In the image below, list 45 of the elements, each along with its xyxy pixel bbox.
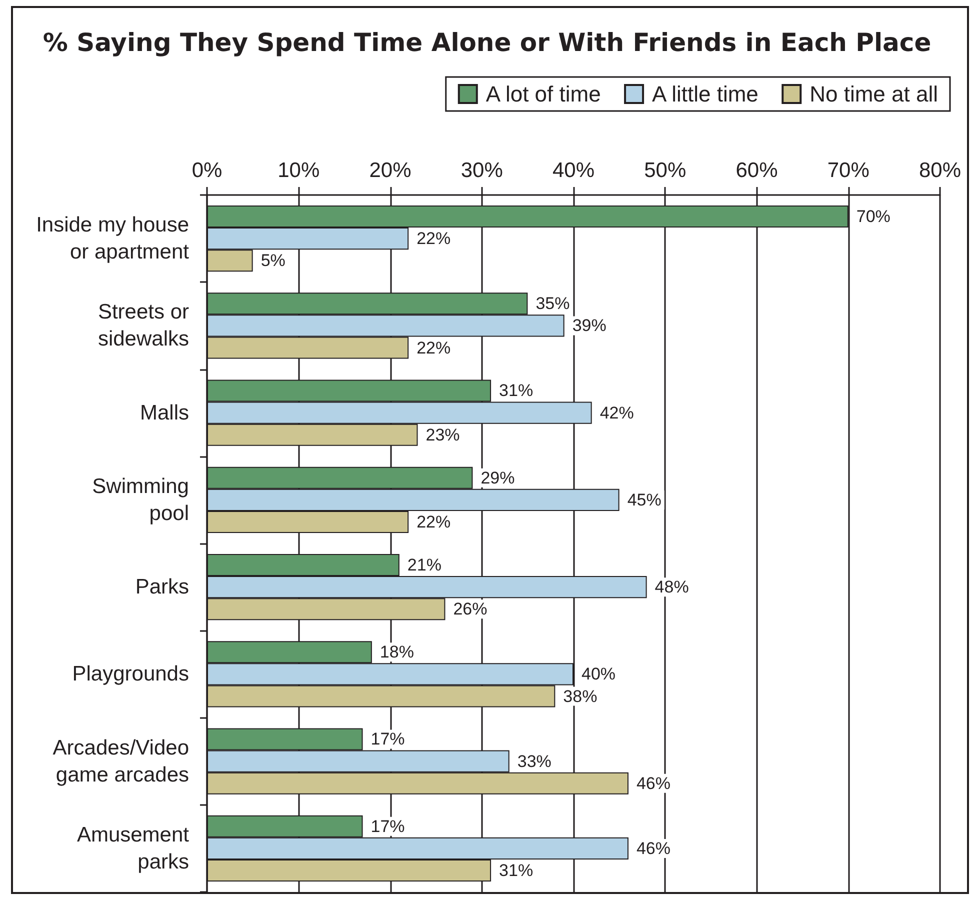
legend-label: A lot of time	[486, 82, 601, 106]
y-tick-label: Amusement parks	[76, 823, 190, 874]
y-tick-label: Swimming pool	[92, 474, 189, 525]
data-label: 5%	[260, 251, 286, 270]
data-label: 22%	[416, 512, 451, 532]
data-label: 22%	[416, 229, 451, 248]
y-tick-label: Streets or sidewalks	[98, 300, 189, 351]
x-tick-label: 60%	[736, 159, 778, 182]
x-tick-label: 10%	[278, 159, 320, 182]
data-label: 38%	[563, 686, 598, 706]
data-label: 21%	[407, 555, 442, 574]
data-label: 22%	[416, 338, 451, 358]
x-tick-label: 40%	[552, 159, 595, 182]
data-label: 46%	[636, 774, 671, 793]
data-label: 35%	[536, 294, 570, 314]
x-tick-label: 20%	[369, 159, 412, 182]
data-label: 17%	[370, 816, 405, 836]
data-label: 17%	[370, 730, 405, 749]
data-label: 31%	[499, 381, 534, 400]
y-tick-label: Inside my house or apartment	[36, 214, 190, 264]
data-label: 48%	[654, 578, 689, 597]
data-label: 31%	[499, 861, 534, 880]
x-tick-label: 80%	[918, 159, 962, 182]
data-label: 33%	[517, 752, 552, 771]
data-label: 26%	[453, 600, 488, 619]
data-label: 46%	[636, 838, 671, 858]
y-tick-label: Malls	[140, 401, 189, 424]
data-label: 18%	[380, 642, 414, 662]
chart-title: % Saying They Spend Time Alone or With Friends in Each Place	[42, 28, 932, 57]
data-label: 45%	[627, 490, 662, 510]
legend-label: A little time	[652, 82, 758, 106]
y-tick-label: Playgrounds	[72, 662, 189, 686]
data-label: 29%	[480, 468, 515, 488]
data-label: 40%	[582, 664, 616, 684]
y-tick-label: Arcades/Video game arcades	[52, 736, 189, 786]
data-label: 23%	[426, 425, 460, 444]
legend-label: No time at all	[810, 82, 938, 106]
data-label: 39%	[572, 316, 606, 336]
y-tick-label: Parks	[135, 576, 189, 599]
data-label: 70%	[856, 206, 890, 226]
data-label: 42%	[600, 403, 634, 422]
x-tick-label: 70%	[827, 159, 870, 182]
x-tick-label: 0%	[192, 159, 222, 182]
x-tick-label: 30%	[460, 159, 503, 182]
x-tick-label: 50%	[644, 159, 686, 182]
